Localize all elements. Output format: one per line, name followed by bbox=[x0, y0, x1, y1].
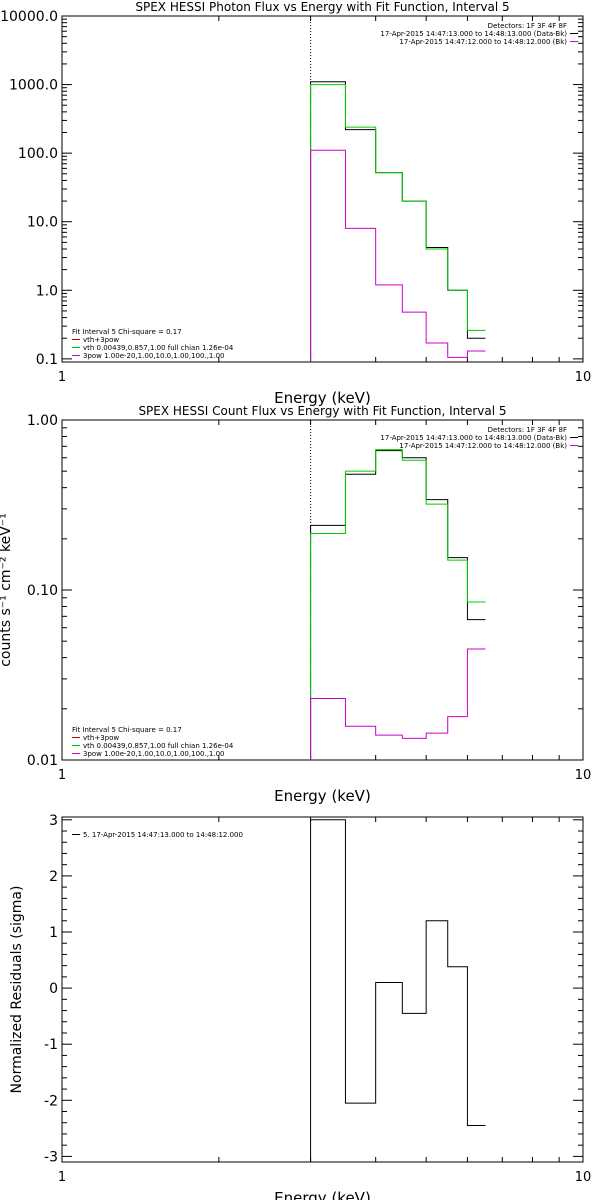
fit-legend: Fit Interval 5 Chi-square = 0.17vth+3pow… bbox=[72, 328, 234, 360]
y-tick-label: 1 bbox=[49, 925, 58, 941]
y-axis-ticks: -3 -2 -1 0 1 2 3 bbox=[44, 813, 583, 1165]
panel-1: SPEX HESSI Photon Flux vs Energy with Fi… bbox=[0, 0, 591, 407]
y-tick-label: 1.00 bbox=[27, 413, 58, 429]
x-tick-label: 1 bbox=[58, 768, 66, 783]
series-1-step bbox=[310, 81, 486, 362]
legend: 5. 17-Apr-2015 14:47:13.000 to 14:48:12.… bbox=[72, 831, 243, 839]
x-tick-label: 10 bbox=[575, 768, 592, 783]
y-tick-label: 10000.0 bbox=[0, 9, 58, 25]
panel-2: SPEX HESSI Count Flux vs Energy with Fit… bbox=[0, 404, 591, 805]
chart-title: SPEX HESSI Photon Flux vs Energy with Fi… bbox=[135, 0, 509, 14]
x-axis-label: Energy (keV) bbox=[274, 389, 371, 407]
legend-entry: 17-Apr-2015 14:47:12.000 to 14:48:12.000… bbox=[399, 442, 567, 450]
legend-entry: vth+3pow bbox=[83, 336, 119, 344]
y-axis-ticks: 0.1 1.0 10.0 100.0 1000.0 10000.0 bbox=[0, 9, 583, 368]
y-tick-label: 0.01 bbox=[27, 753, 58, 769]
legend-entry: vth+3pow bbox=[83, 734, 119, 742]
legend-entry: 17-Apr-2015 14:47:13.000 to 14:48:13.000… bbox=[380, 30, 567, 38]
plot-frame bbox=[61, 419, 584, 761]
legend-entry: 5. 17-Apr-2015 14:47:13.000 to 14:48:12.… bbox=[83, 831, 243, 839]
legend-entry: vth 0.00439,0.857,1.00 full chian 1.26e-… bbox=[83, 742, 234, 750]
legend-entry: 3pow 1.00e-20,1.00,10.0,1.00,100.,1.00 bbox=[83, 352, 225, 360]
series-group bbox=[310, 819, 486, 1162]
legend-entry: 17-Apr-2015 14:47:12.000 to 14:48:12.000… bbox=[399, 38, 567, 46]
y-tick-label: 100.0 bbox=[18, 146, 58, 162]
legend-entry: 3pow 1.00e-20,1.00,10.0,1.00,100.,1.00 bbox=[83, 750, 225, 758]
y-tick-label: 0 bbox=[49, 981, 58, 997]
x-axis-label: Energy (keV) bbox=[274, 1189, 371, 1200]
series-group bbox=[310, 449, 486, 760]
chart-title: SPEX HESSI Count Flux vs Energy with Fit… bbox=[138, 404, 506, 418]
x-tick-label: 10 bbox=[575, 370, 592, 385]
x-tick-label: 10 bbox=[575, 1170, 592, 1185]
x-axis-ticks: 1 10 bbox=[58, 817, 591, 1185]
series-2-step bbox=[310, 449, 486, 760]
legend-entry: Fit Interval 5 Chi-square = 0.17 bbox=[72, 328, 182, 336]
y-axis-label: Normalized Residuals (sigma) bbox=[9, 886, 25, 1094]
y-tick-label: 1.0 bbox=[36, 283, 58, 299]
y-tick-label: -2 bbox=[44, 1093, 58, 1109]
y-tick-label: 10.0 bbox=[27, 215, 58, 231]
y-axis-ticks: 0.01 0.10 1.00 bbox=[27, 413, 583, 769]
panel-3: 1 10 Energy (keV) -3 -2 -1 0 1 2 3 Normalized Resi… bbox=[9, 813, 591, 1200]
y-tick-label: 0.10 bbox=[27, 583, 58, 599]
series-1-step bbox=[310, 819, 486, 1162]
x-axis-label: Energy (keV) bbox=[274, 787, 371, 805]
series-1-step bbox=[310, 450, 486, 760]
legend-entry: 17-Apr-2015 14:47:13.000 to 14:48:13.000… bbox=[380, 434, 567, 442]
y-tick-label: -1 bbox=[44, 1037, 58, 1053]
series-3-step bbox=[310, 648, 486, 760]
legend-entry: vth 0.00439,0.857,1.00 full chian 1.26e-… bbox=[83, 344, 234, 352]
y-tick-label: -3 bbox=[44, 1149, 58, 1165]
x-tick-label: 1 bbox=[58, 370, 66, 385]
plot-frame bbox=[61, 816, 584, 1163]
plot-frame bbox=[61, 15, 584, 363]
legend-entry: Detectors: 1F 3F 4F 8F bbox=[488, 22, 567, 30]
y-tick-label: 2 bbox=[49, 869, 58, 885]
y-tick-label: 1000.0 bbox=[9, 78, 58, 94]
y-tick-label: 3 bbox=[49, 813, 58, 829]
y-axis-label: counts s⁻¹ cm⁻² keV⁻¹ bbox=[0, 513, 14, 667]
series-3-step bbox=[310, 149, 486, 362]
x-axis-ticks: 1 10 bbox=[58, 420, 591, 783]
series-group bbox=[310, 81, 486, 362]
fit-legend: Fit Interval 5 Chi-square = 0.17vth+3pow… bbox=[72, 726, 234, 758]
legend-entry: Fit Interval 5 Chi-square = 0.17 bbox=[72, 726, 182, 734]
legend-entry: Detectors: 1F 3F 4F 8F bbox=[488, 426, 567, 434]
x-tick-label: 1 bbox=[58, 1170, 66, 1185]
series-2-step bbox=[310, 84, 486, 362]
y-tick-label: 0.1 bbox=[36, 352, 58, 368]
